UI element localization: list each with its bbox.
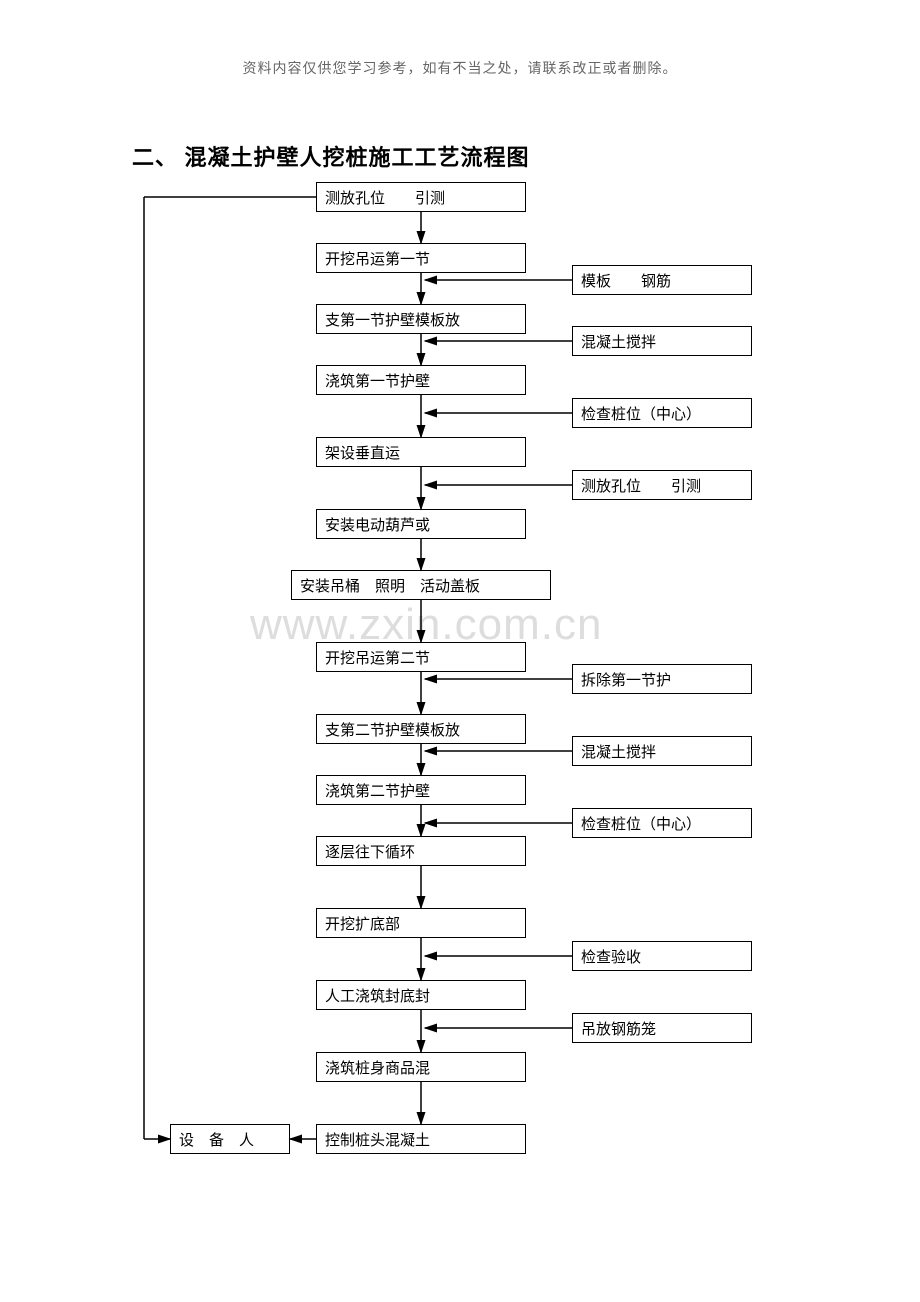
flowchart-node-m7: 安装吊桶 照明 活动盖板 (291, 570, 551, 600)
flowchart-node-m13: 人工浇筑封底封 (316, 980, 526, 1010)
flowchart-side-node-s2: 混凝土搅拌 (572, 326, 752, 356)
flowchart-side-node-s8: 检查验收 (572, 941, 752, 971)
flowchart-side-node-s9: 吊放钢筋笼 (572, 1013, 752, 1043)
flowchart-side-node-s6: 混凝土搅拌 (572, 736, 752, 766)
flowchart-node-e1: 设 备 人 (170, 1124, 290, 1154)
flowchart-node-m15: 控制桩头混凝土 (316, 1124, 526, 1154)
flowchart-node-m4: 浇筑第一节护壁 (316, 365, 526, 395)
flowchart-node-m9: 支第二节护壁模板放 (316, 714, 526, 744)
flowchart-node-m12: 开挖扩底部 (316, 908, 526, 938)
flowchart-node-m1: 测放孔位 引测 (316, 182, 526, 212)
flowchart-node-m10: 浇筑第二节护壁 (316, 775, 526, 805)
page-header-note: 资料内容仅供您学习参考，如有不当之处，请联系改正或者删除。 (0, 58, 920, 78)
flowchart-node-m3: 支第一节护壁模板放 (316, 304, 526, 334)
flowchart-side-node-s4: 测放孔位 引测 (572, 470, 752, 500)
flowchart-side-node-s7: 检查桩位（中心） (572, 808, 752, 838)
flowchart-side-node-s5: 拆除第一节护 (572, 664, 752, 694)
flowchart-node-m6: 安装电动葫芦或 (316, 509, 526, 539)
flowchart-node-m11: 逐层往下循环 (316, 836, 526, 866)
flowchart-side-node-s1: 模板 钢筋 (572, 265, 752, 295)
flowchart-node-m8: 开挖吊运第二节 (316, 642, 526, 672)
flowchart-side-node-s3: 检查桩位（中心） (572, 398, 752, 428)
flowchart-node-m2: 开挖吊运第一节 (316, 243, 526, 273)
flowchart-node-m5: 架设垂直运 (316, 437, 526, 467)
section-title: 二、 混凝土护壁人挖桩施工工艺流程图 (132, 140, 530, 172)
flowchart-node-m14: 浇筑桩身商品混 (316, 1052, 526, 1082)
